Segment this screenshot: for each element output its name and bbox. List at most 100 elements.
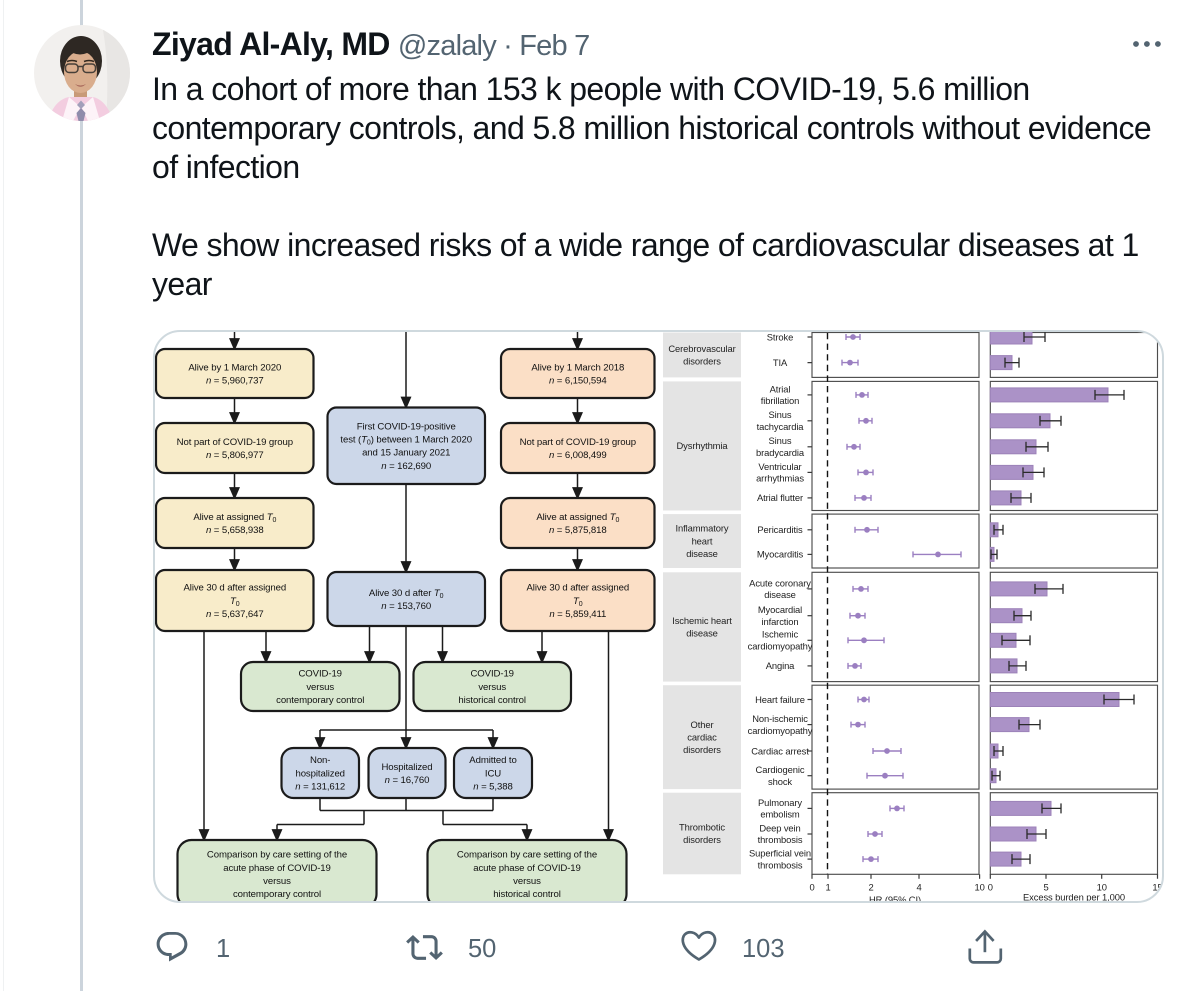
svg-text:n = 5,658,938: n = 5,658,938 (206, 525, 264, 536)
svg-text:0: 0 (809, 882, 814, 893)
svg-text:Acute coronary: Acute coronary (749, 577, 811, 588)
svg-text:Alive 30 d after assigned: Alive 30 d after assigned (184, 583, 287, 594)
svg-text:embolism: embolism (760, 809, 800, 820)
svg-text:fibrillation: fibrillation (761, 395, 799, 406)
svg-text:Atrial flutter: Atrial flutter (757, 492, 803, 503)
svg-text:cardiac: cardiac (687, 731, 717, 742)
svg-text:2: 2 (868, 882, 873, 893)
svg-text:n = 5,960,737: n = 5,960,737 (206, 376, 264, 387)
svg-text:4: 4 (916, 882, 921, 893)
svg-text:hospitalized: hospitalized (295, 768, 344, 779)
svg-text:Not part of COVID-19 group: Not part of COVID-19 group (520, 437, 636, 448)
svg-text:tachycardia: tachycardia (757, 421, 805, 432)
svg-text:Sinus: Sinus (769, 435, 792, 446)
svg-text:Ventricular: Ventricular (758, 461, 801, 472)
svg-text:Cardiac arrest: Cardiac arrest (751, 745, 809, 756)
svg-text:test (T0​) between 1 March 202: test (T0​) between 1 March 2020 (340, 435, 472, 447)
svg-text:disorders: disorders (683, 744, 721, 755)
svg-text:Hospitalized: Hospitalized (381, 762, 432, 773)
svg-text:and 15 January 2021: and 15 January 2021 (362, 448, 450, 459)
svg-text:Alive 30 d after assigned: Alive 30 d after assigned (527, 583, 630, 594)
svg-text:Thrombotic: Thrombotic (679, 822, 725, 833)
svg-text:Stroke: Stroke (767, 331, 794, 342)
svg-text:10: 10 (1097, 882, 1107, 893)
svg-text:1: 1 (825, 882, 830, 893)
svg-text:COVID-19: COVID-19 (470, 669, 513, 680)
svg-text:Pulmonary: Pulmonary (758, 797, 802, 808)
svg-text:cardiomyopathy: cardiomyopathy (748, 725, 813, 736)
svg-text:n = 162,690: n = 162,690 (381, 461, 431, 472)
svg-text:Inflammatory: Inflammatory (676, 523, 729, 534)
svg-text:0: 0 (988, 882, 993, 893)
svg-text:Admitted to: Admitted to (469, 755, 516, 766)
svg-text:n = 5,859,411: n = 5,859,411 (549, 609, 606, 620)
svg-text:acute phase of COVID-19: acute phase of COVID-19 (223, 863, 331, 874)
svg-text:Superficial vein: Superficial vein (749, 848, 811, 859)
svg-text:disease: disease (686, 548, 718, 559)
svg-text:Ischemic: Ischemic (762, 629, 799, 640)
svg-text:Non-ischemic: Non-ischemic (752, 713, 808, 724)
svg-text:contemporary control: contemporary control (276, 695, 364, 706)
svg-text:thrombosis: thrombosis (758, 859, 803, 870)
svg-text:Cerebrovascular: Cerebrovascular (668, 343, 735, 354)
svg-text:First COVID-19-positive: First COVID-19-positive (357, 421, 456, 432)
svg-text:Myocarditis: Myocarditis (757, 549, 804, 560)
svg-text:infarction: infarction (761, 616, 798, 627)
svg-text:5: 5 (1043, 882, 1048, 893)
svg-text:Ischemic heart: Ischemic heart (672, 615, 732, 626)
svg-text:Alive by 1 March 2018: Alive by 1 March 2018 (531, 362, 624, 373)
svg-text:shock: shock (768, 776, 792, 787)
svg-text:versus: versus (306, 682, 334, 693)
svg-text:Sinus: Sinus (769, 409, 792, 420)
svg-text:historical control: historical control (493, 889, 561, 900)
svg-text:Alive at assigned T0​: Alive at assigned T0​ (536, 512, 619, 524)
svg-text:n = 6,008,499: n = 6,008,499 (549, 450, 607, 461)
svg-text:Deep vein: Deep vein (759, 822, 800, 833)
svg-text:15: 15 (1152, 882, 1162, 893)
svg-text:Comparison by care setting of: Comparison by care setting of the (457, 850, 597, 861)
svg-text:n = 5,637,647: n = 5,637,647 (206, 609, 264, 620)
svg-text:TIA: TIA (773, 357, 788, 368)
svg-text:Alive at assigned T0​: Alive at assigned T0​ (193, 512, 276, 524)
svg-text:Heart failure: Heart failure (755, 694, 805, 705)
svg-text:disease: disease (686, 628, 718, 639)
svg-text:Other: Other (691, 719, 714, 730)
svg-text:n = 5,806,977: n = 5,806,977 (206, 450, 264, 461)
svg-text:10: 10 (974, 882, 984, 893)
svg-text:n = 153,760: n = 153,760 (381, 601, 431, 612)
svg-text:n = 5,875,818: n = 5,875,818 (549, 525, 607, 536)
svg-text:n = 5,388: n = 5,388 (473, 782, 512, 793)
svg-text:Alive by 1 March 2020: Alive by 1 March 2020 (188, 362, 281, 373)
svg-text:Comparison by care setting of: Comparison by care setting of the (207, 850, 347, 861)
svg-text:versus: versus (478, 682, 506, 693)
svg-text:contemporary control: contemporary control (233, 889, 321, 900)
svg-text:HR (95% CI): HR (95% CI) (869, 894, 921, 903)
svg-text:versus: versus (513, 876, 541, 887)
svg-text:heart: heart (692, 535, 713, 546)
svg-text:Myocardial: Myocardial (758, 604, 802, 615)
svg-text:disorders: disorders (683, 834, 721, 845)
svg-text:Alive 30 d after T0​: Alive 30 d after T0​ (369, 588, 444, 600)
svg-text:Dysrhythmia: Dysrhythmia (677, 440, 729, 451)
svg-text:Not part of COVID-19 group: Not part of COVID-19 group (177, 437, 293, 448)
svg-text:disease: disease (764, 589, 796, 600)
svg-text:ICU: ICU (485, 768, 501, 779)
svg-text:n = 131,612: n = 131,612 (295, 782, 345, 793)
svg-text:n = 16,760: n = 16,760 (385, 775, 430, 786)
svg-text:Pericarditis: Pericarditis (757, 524, 803, 535)
svg-text:arrhythmias: arrhythmias (756, 473, 804, 484)
svg-text:bradycardia: bradycardia (756, 447, 805, 458)
svg-text:thrombosis: thrombosis (758, 834, 803, 845)
svg-text:COVID-19: COVID-19 (298, 669, 341, 680)
svg-text:n = 6,150,594: n = 6,150,594 (549, 376, 607, 387)
svg-text:acute phase of COVID-19: acute phase of COVID-19 (473, 863, 581, 874)
svg-text:disorders: disorders (683, 356, 721, 367)
svg-text:versus: versus (263, 876, 291, 887)
svg-text:historical control: historical control (458, 695, 526, 706)
svg-text:Excess burden per 1,000: Excess burden per 1,000 (1023, 892, 1125, 903)
svg-text:Non-: Non- (310, 755, 330, 766)
svg-text:Angina: Angina (766, 660, 795, 671)
svg-text:cardiomyopathy: cardiomyopathy (748, 641, 813, 652)
svg-text:Atrial: Atrial (770, 383, 791, 394)
svg-text:Cardiogenic: Cardiogenic (756, 764, 805, 775)
